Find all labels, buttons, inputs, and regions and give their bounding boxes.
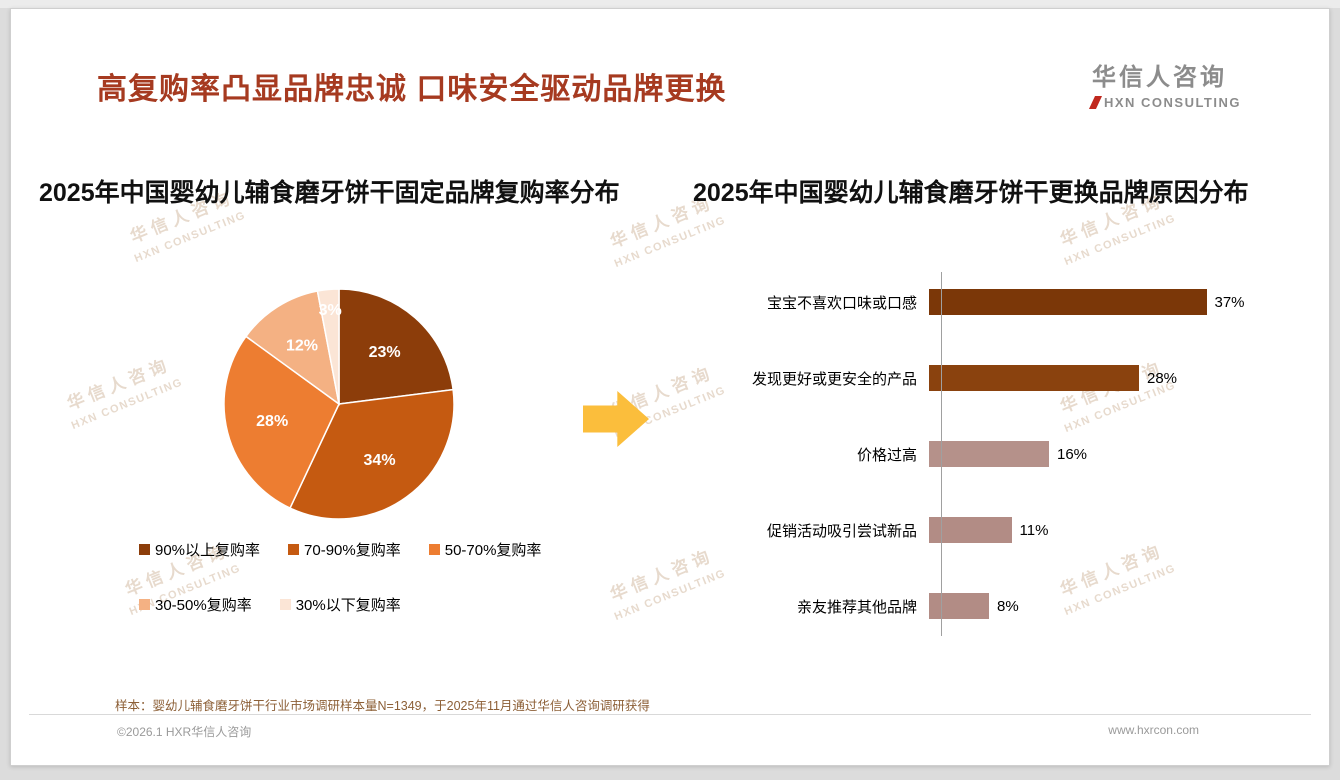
pie-slice-label: 3% <box>319 302 342 319</box>
bar-value-label: 16% <box>1057 445 1088 463</box>
sample-note: 样本：婴幼儿辅食磨牙饼干行业市场调研样本量N=1349，于2025年11月通过华… <box>115 699 650 713</box>
legend-swatch <box>139 544 150 555</box>
left-chart-title: 2025年中国婴幼儿辅食磨牙饼干固定品牌复购率分布 <box>39 179 620 207</box>
bar-value-label: 37% <box>1214 293 1245 311</box>
page-title: 高复购率凸显品牌忠诚 口味安全驱动品牌更换 <box>97 73 727 106</box>
right-arrow-icon <box>583 391 649 447</box>
pie-slice-label: 12% <box>286 338 318 355</box>
bar-value-label: 11% <box>1019 521 1049 539</box>
legend-item: 30%以下复购率 <box>279 594 401 615</box>
pie-slice <box>316 288 340 405</box>
bar <box>929 289 1207 315</box>
bar-value-label: 28% <box>1147 369 1178 387</box>
bar-category-label: 发现更好或更安全的产品 <box>751 370 917 388</box>
legend-item: 30-50%复购率 <box>139 594 252 615</box>
bar-row: 促销活动吸引尝试新品 11% <box>701 492 1316 568</box>
pie-slice <box>244 290 341 406</box>
legend-swatch <box>279 599 291 610</box>
bar-row: 发现更好或更安全的产品 28% <box>701 340 1316 416</box>
footer-copyright: ©2026.1 HXR华信人咨询 <box>117 725 252 739</box>
bar-chart: 宝宝不喜欢口味或口感 37% 发现更好或更安全的产品 28% 价格过高 16% 促销活动吸引… <box>701 264 1316 644</box>
logo-cn-text: 华信人咨询 <box>1091 64 1227 91</box>
slide: 华信人咨询 HXN CONSULTING 华信人咨询 HXN CONSULTING … <box>10 8 1330 766</box>
footer-website: www.hxrcon.com <box>1108 723 1199 737</box>
legend-item: 90%以上复购率 <box>139 539 260 560</box>
bar-axis-line <box>941 272 942 636</box>
legend-label: 70-90%复购率 <box>304 542 401 559</box>
bar-row: 亲友推荐其他品牌 8% <box>701 568 1316 644</box>
pie-legend: 90%以上复购率 70-90%复购率 50-70%复购率 30-50%复购率 30%以下… <box>139 539 575 615</box>
pie-slice <box>223 335 340 510</box>
company-logo: 华信人咨询 HXN CONSULTING <box>1088 57 1241 110</box>
bar-category-label: 促销活动吸引尝试新品 <box>766 522 917 540</box>
legend-item: 70-90%复购率 <box>288 539 401 560</box>
legend-label: 90%以上复购率 <box>155 542 261 559</box>
bar-value-label: 8% <box>997 597 1019 615</box>
bar <box>929 441 1049 467</box>
bar-row: 宝宝不喜欢口味或口感 37% <box>701 264 1316 340</box>
bar-category-label: 亲友推荐其他品牌 <box>796 598 917 616</box>
bar <box>929 365 1139 391</box>
legend-item: 50-70%复购率 <box>428 539 542 560</box>
pie-slice-label: 28% <box>256 413 288 430</box>
pie-slice <box>338 288 454 405</box>
legend-swatch <box>288 544 300 555</box>
footer: ©2026.1 HXR华信人咨询 www.hxrcon.com <box>29 714 1311 740</box>
bar-category-label: 价格过高 <box>856 446 917 464</box>
bar-category-label: 宝宝不喜欢口味或口感 <box>766 294 917 312</box>
logo-en-text: HXN CONSULTING <box>1103 95 1241 110</box>
right-chart-title: 2025年中国婴幼儿辅食磨牙饼干更换品牌原因分布 <box>693 179 1249 207</box>
legend-swatch <box>139 599 150 610</box>
bar <box>929 517 1012 543</box>
legend-label: 30-50%复购率 <box>155 597 252 614</box>
pie-slice-label: 34% <box>364 452 396 469</box>
legend-swatch <box>428 544 440 555</box>
bar <box>929 593 989 619</box>
pie-chart: 23% 34% 28% 12% 3% <box>199 264 479 544</box>
legend-label: 50-70%复购率 <box>444 542 542 559</box>
pie-slice-label: 23% <box>369 344 401 361</box>
legend-label: 30%以下复购率 <box>295 597 401 614</box>
logo-red-mark-icon <box>1088 96 1102 109</box>
bar-row: 价格过高 16% <box>701 416 1316 492</box>
pie-svg: 23% 34% 28% 12% 3% <box>223 288 455 520</box>
